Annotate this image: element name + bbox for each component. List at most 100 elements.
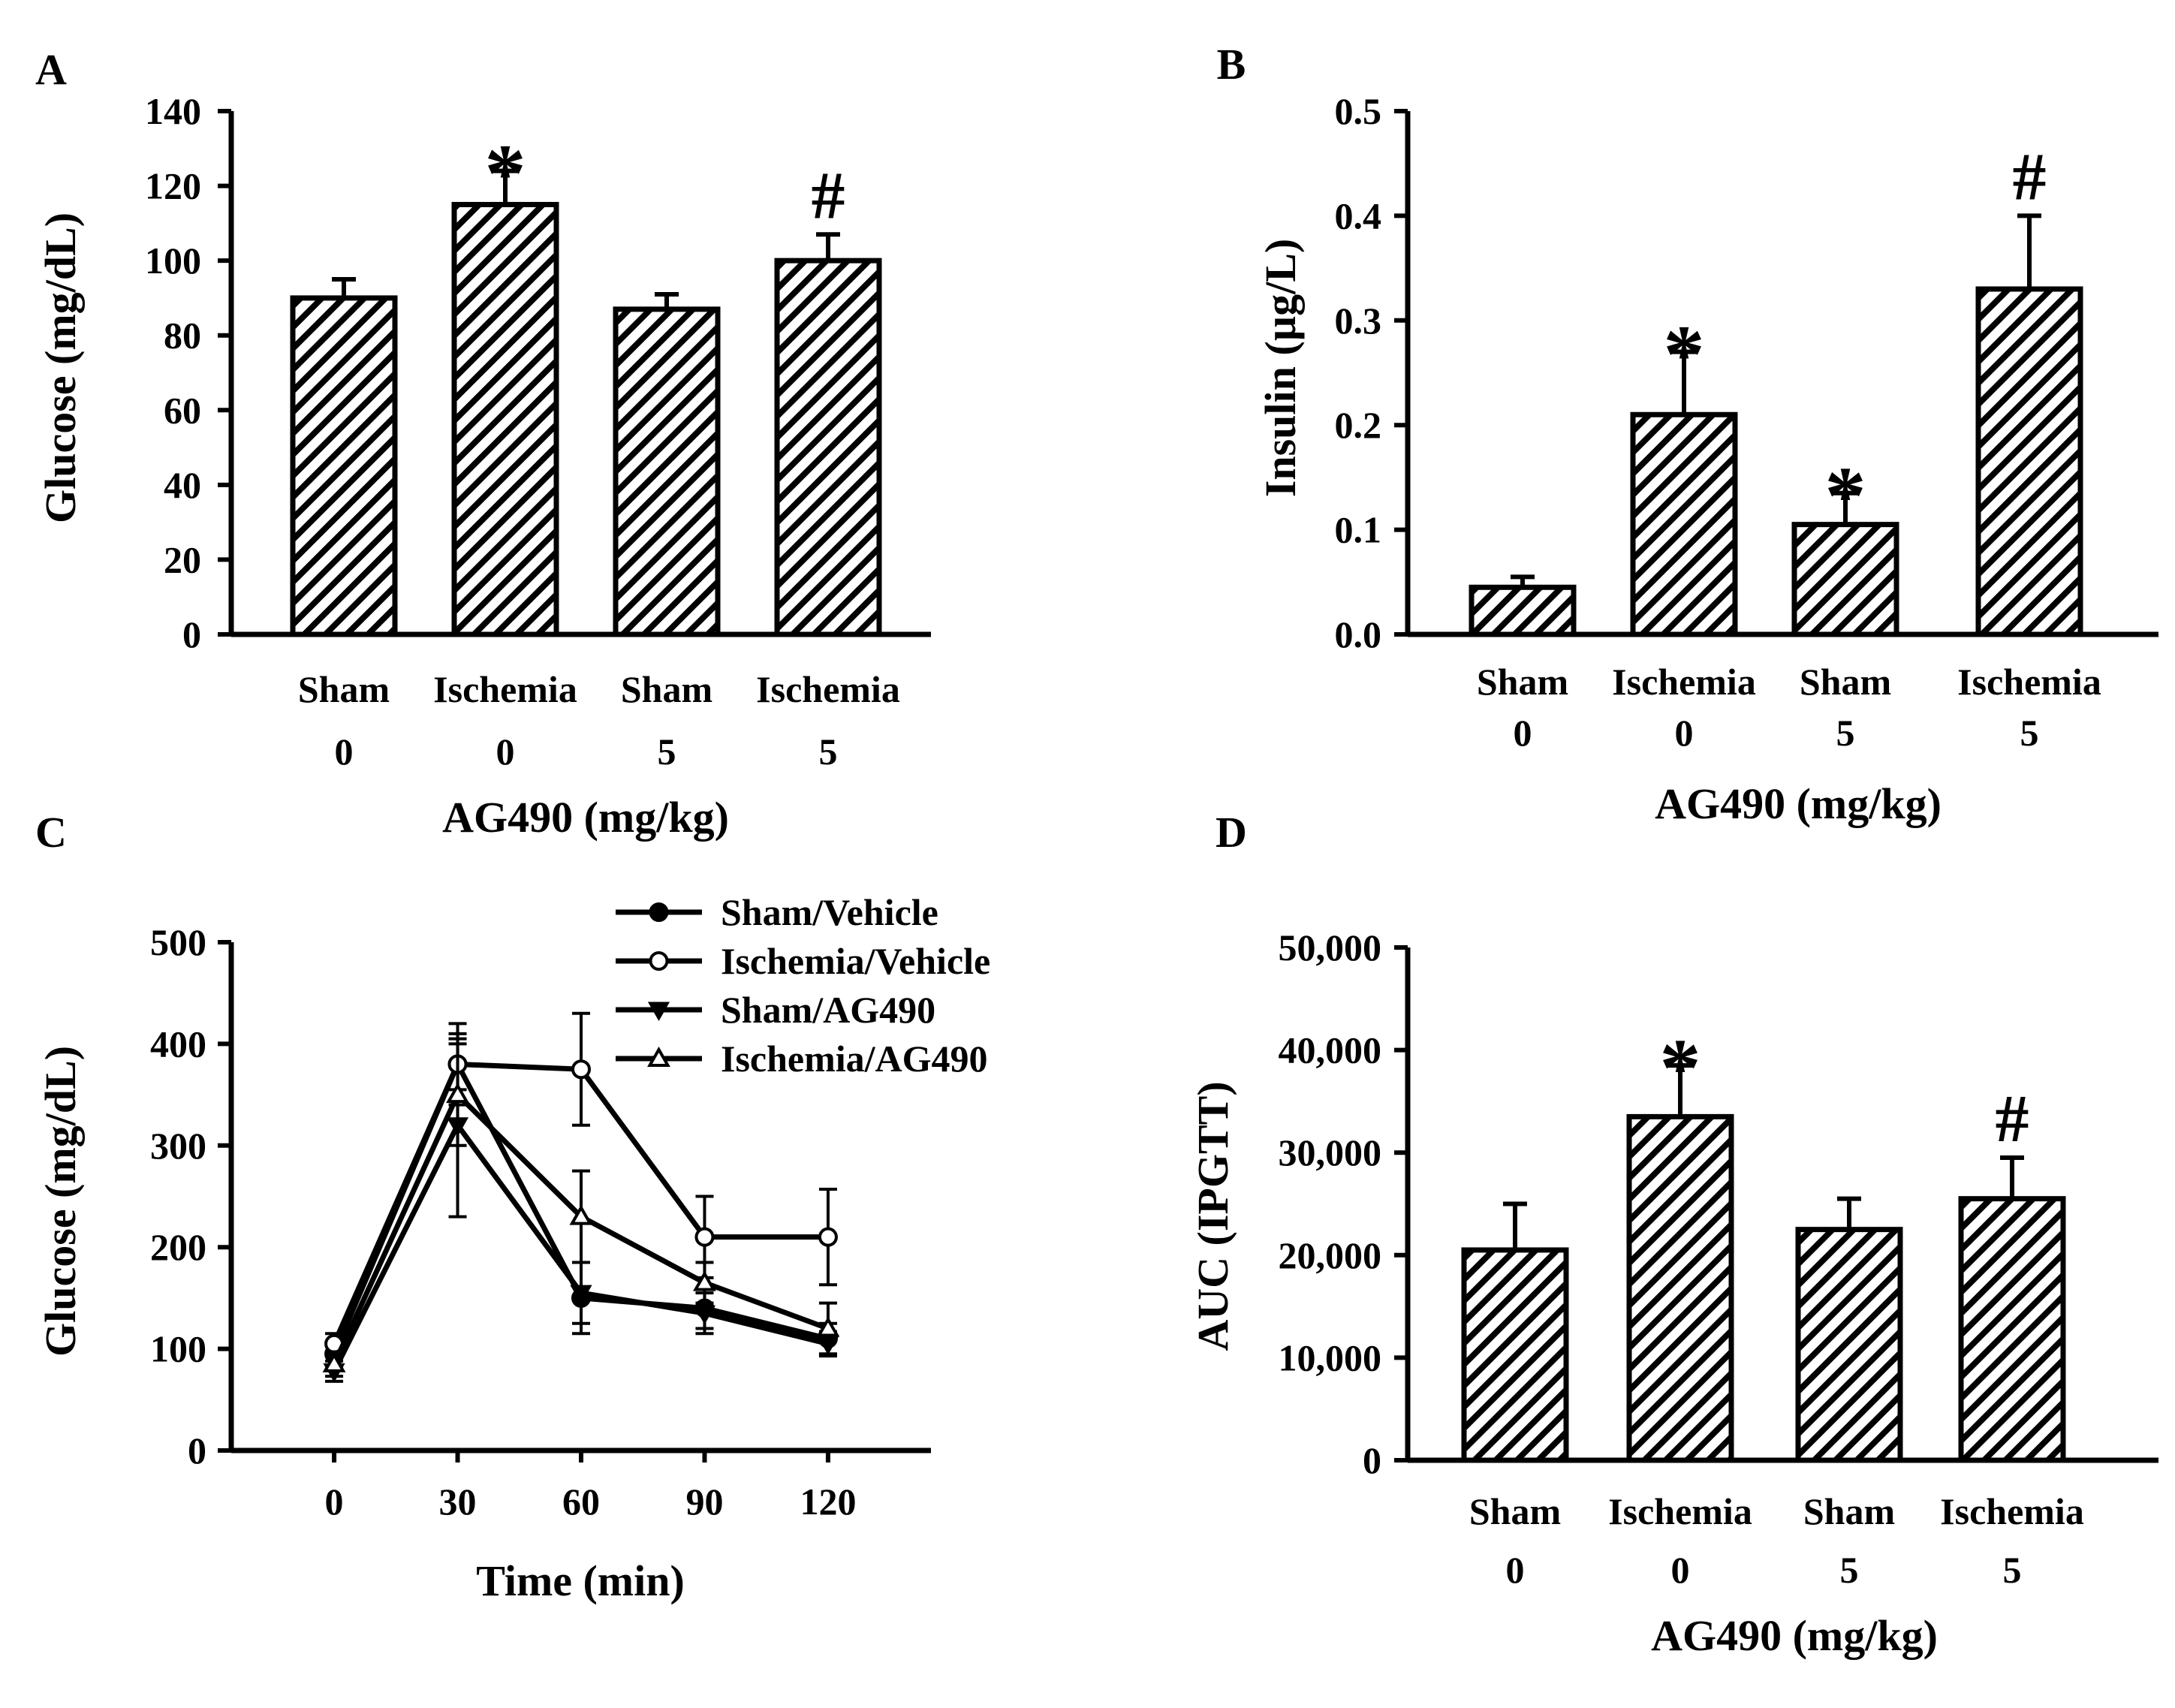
x-tick-label: 120 — [800, 1481, 856, 1523]
panel-letter: D — [1216, 808, 1247, 857]
y-axis-label: AUC (IPGTT) — [1188, 1081, 1237, 1351]
x-tick-label: 30 — [439, 1481, 477, 1523]
panel-letter: B — [1217, 40, 1246, 89]
y-tick-label: 0 — [188, 1429, 206, 1472]
dose-label: 0 — [1675, 712, 1694, 754]
panel-b: B 0.0 0.1 0.2 0.3 0.4 0.5 Insulin (µg/L) AG490 (… — [1217, 40, 2158, 828]
x-tick-label: 0 — [325, 1481, 344, 1523]
panel-a: A 0 20 40 60 80 100 120 140 Glucose (mg/dL) AG490 … — [35, 45, 931, 842]
marker-filled-circle — [649, 902, 669, 922]
y-tick-label: 20,000 — [1279, 1234, 1382, 1276]
marker-open-triangle — [569, 1204, 593, 1225]
significance-star: * — [1664, 309, 1705, 400]
category-label: Sham — [1477, 661, 1568, 703]
category-label: Sham — [621, 668, 712, 710]
dose-label: 0 — [1506, 1549, 1525, 1591]
dose-label: 5 — [658, 730, 676, 773]
legend-label: Ischemia/AG490 — [721, 1038, 988, 1080]
legend-label: Ischemia/Vehicle — [721, 940, 990, 982]
panel-d: D 0 10,000 20,000 30,000 40,000 50,000 AUC (IPG… — [1188, 808, 2158, 1660]
bar — [290, 295, 398, 637]
significance-star: * — [1825, 450, 1866, 541]
category-label: Ischemia — [1608, 1490, 1752, 1532]
dose-label: 0 — [1671, 1549, 1690, 1591]
marker-filled-triangle — [693, 1305, 716, 1325]
category-label: Sham — [298, 668, 390, 710]
dose-label: 0 — [496, 730, 515, 773]
bar — [1626, 1113, 1734, 1463]
x-axis-label: AG490 (mg/kg) — [442, 793, 729, 842]
dose-label: 5 — [1836, 712, 1855, 754]
marker-open-triangle — [816, 1316, 840, 1337]
marker-filled-triangle — [647, 1002, 670, 1022]
bar — [1630, 411, 1738, 637]
marker-open-triangle — [693, 1270, 716, 1291]
legend-label: Sham/Vehicle — [721, 891, 938, 933]
category-label: Ischemia — [1612, 661, 1756, 703]
y-tick-label: 20 — [164, 538, 201, 580]
y-tick-label: 10,000 — [1279, 1336, 1382, 1378]
marker-open-triangle — [322, 1351, 346, 1372]
marker-open-circle — [694, 1227, 715, 1247]
significance-star: * — [1660, 1022, 1701, 1113]
y-tick-label: 300 — [150, 1125, 206, 1167]
y-tick-label: 0.5 — [1335, 90, 1382, 132]
y-tick-label: 0 — [1363, 1439, 1381, 1481]
y-tick-label: 60 — [164, 389, 201, 431]
bar — [451, 201, 559, 637]
category-label: Ischemia — [1957, 661, 2101, 703]
dose-label: 0 — [1514, 712, 1532, 754]
legend-label: Sham/AG490 — [721, 989, 935, 1031]
y-tick-label: 0 — [182, 613, 201, 655]
bar — [1461, 1247, 1569, 1463]
y-tick-label: 40 — [164, 464, 201, 506]
dose-label: 5 — [1840, 1549, 1859, 1591]
marker-open-circle — [649, 951, 669, 971]
category-label: Ischemia — [1940, 1490, 2084, 1532]
marker-filled-triangle — [570, 1285, 592, 1305]
category-label: Sham — [1800, 661, 1891, 703]
y-tick-label: 140 — [145, 90, 201, 132]
bar — [1975, 286, 2083, 637]
y-tick-label: 40,000 — [1279, 1029, 1382, 1071]
significance-hash: # — [1996, 1082, 2029, 1156]
marker-open-triangle — [647, 1046, 670, 1067]
x-tick-label: 60 — [562, 1481, 600, 1523]
y-tick-label: 0.2 — [1335, 404, 1382, 446]
bar — [1791, 522, 1899, 637]
series-ischemia-ag490 — [322, 1042, 840, 1378]
bar — [1795, 1227, 1903, 1463]
y-tick-label: 120 — [145, 165, 201, 207]
y-axis-label: Glucose (mg/dL) — [36, 1046, 85, 1357]
category-label: Ischemia — [756, 668, 900, 710]
significance-star: * — [485, 128, 526, 219]
dose-label: 0 — [335, 730, 354, 773]
y-tick-label: 100 — [150, 1328, 206, 1370]
category-label: Sham — [1469, 1490, 1561, 1532]
dose-label: 5 — [2020, 712, 2039, 754]
y-tick-label: 400 — [150, 1023, 206, 1065]
y-axis-label: Insulin (µg/L) — [1256, 239, 1305, 498]
y-tick-label: 50,000 — [1279, 926, 1382, 968]
legend: Sham/Vehicle Ischemia/Vehicle Sham/AG490 Is… — [616, 891, 990, 1080]
y-tick-label: 0.4 — [1335, 194, 1382, 236]
significance-hash: # — [812, 158, 845, 233]
x-axis-label: AG490 (mg/kg) — [1651, 1611, 1938, 1660]
y-tick-label: 30,000 — [1279, 1131, 1382, 1173]
x-axis-label: Time (min) — [476, 1556, 685, 1605]
marker-open-circle — [818, 1227, 838, 1247]
category-label: Sham — [1803, 1490, 1895, 1532]
panel-letter: A — [35, 45, 67, 94]
y-tick-label: 100 — [145, 239, 201, 282]
bar — [613, 306, 721, 637]
category-label: Ischemia — [433, 668, 577, 710]
dose-label: 5 — [2003, 1549, 2022, 1591]
y-tick-label: 0.1 — [1335, 509, 1382, 551]
y-tick-label: 0.3 — [1335, 300, 1382, 342]
marker-open-triangle — [446, 1083, 469, 1104]
x-axis-label: AG490 (mg/kg) — [1655, 779, 1942, 828]
significance-hash: # — [2013, 140, 2047, 214]
y-tick-label: 200 — [150, 1226, 206, 1268]
